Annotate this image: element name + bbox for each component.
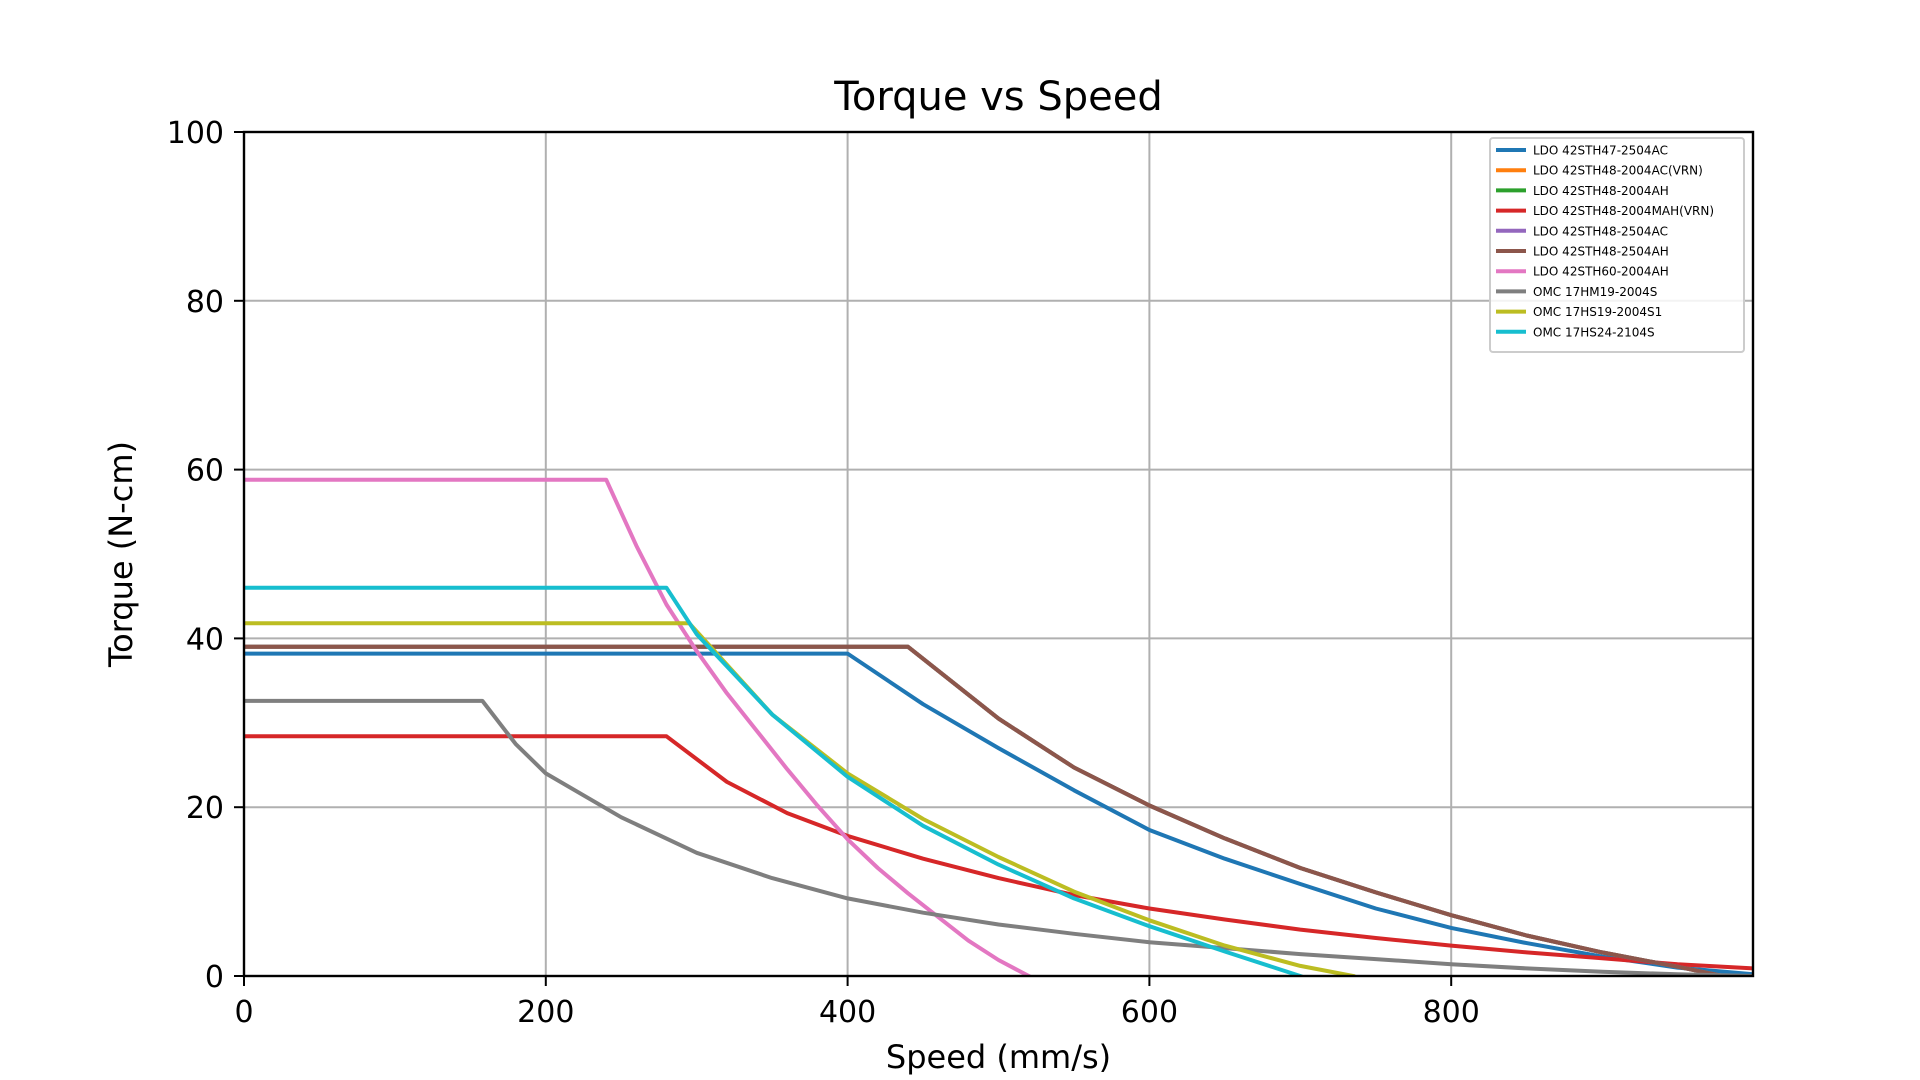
legend-label: LDO 42STH48-2004AC(VRN) <box>1533 164 1703 178</box>
x-tick-label: 800 <box>1423 995 1480 1030</box>
series-line-ldo-42sth47-2504ac <box>244 651 1753 976</box>
legend-label: LDO 42STH47-2504AC <box>1533 144 1668 158</box>
legend-label: LDO 42STH48-2504AC <box>1533 224 1668 238</box>
legend-label: OMC 17HM19-2004S <box>1533 285 1657 299</box>
series-line-omc-17hm19-2004s <box>244 698 1753 976</box>
chart-title: Torque vs Speed <box>833 74 1163 120</box>
plot-frame <box>242 130 1755 978</box>
x-tick-label: 0 <box>234 995 253 1030</box>
x-tick-label: 200 <box>517 995 574 1030</box>
legend-label: OMC 17HS24-2104S <box>1533 325 1655 339</box>
legend-label: LDO 42STH48-2004AH <box>1533 184 1669 198</box>
y-tick-label: 60 <box>186 454 224 489</box>
axis-ticks: 0 200 400 600 800 0 20 40 60 80 100 <box>167 116 1480 1030</box>
series-line-ldo-42sth60-2004ah <box>244 477 1032 976</box>
series-lines <box>244 477 1753 976</box>
series-line-omc-17hs24-2104s <box>244 585 1303 976</box>
y-axis-label: Torque (N-cm) <box>102 441 140 668</box>
y-tick-label: 40 <box>186 622 224 657</box>
x-axis-label: Speed (mm/s) <box>886 1038 1111 1076</box>
x-tick-label: 600 <box>1121 995 1178 1030</box>
y-tick-label: 20 <box>186 791 224 826</box>
y-tick-label: 0 <box>205 960 224 995</box>
series-line-ldo-42sth48-2504ah <box>244 644 1726 976</box>
y-tick-label: 100 <box>167 116 224 151</box>
y-tick-label: 80 <box>186 285 224 320</box>
legend-label: LDO 42STH48-2004MAH(VRN) <box>1533 204 1714 218</box>
legend-box <box>1489 137 1745 353</box>
legend-label: OMC 17HS19-2004S1 <box>1533 305 1662 319</box>
series-line-ldo-42sth48-2004mah-vrn <box>244 734 1753 971</box>
legend: LDO 42STH47-2504AC LDO 42STH48-2004AC(VRN… <box>1489 137 1745 353</box>
legend-label: LDO 42STH60-2004AH <box>1533 265 1669 279</box>
legend-label: LDO 42STH48-2504AH <box>1533 245 1669 259</box>
x-tick-label: 400 <box>819 995 876 1030</box>
